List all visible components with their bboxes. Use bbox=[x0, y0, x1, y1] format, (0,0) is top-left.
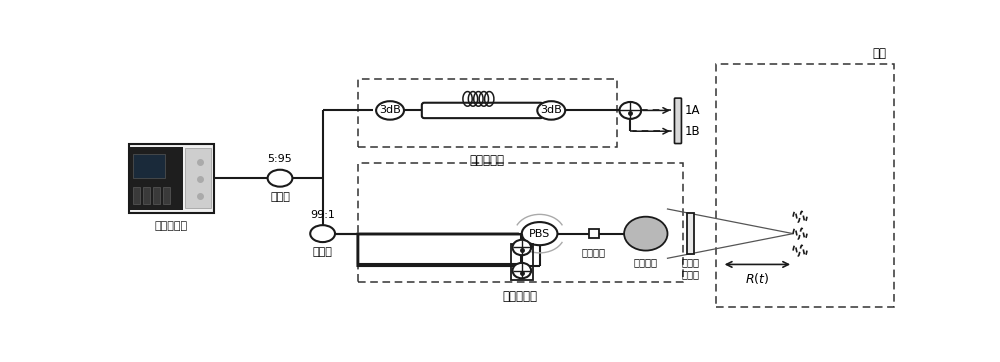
Bar bbox=[716, 64, 894, 307]
Text: 四分之
一波片: 四分之 一波片 bbox=[681, 257, 699, 279]
Text: 光纤端面: 光纤端面 bbox=[582, 247, 606, 257]
Ellipse shape bbox=[537, 101, 565, 120]
Bar bbox=[153, 187, 160, 203]
Ellipse shape bbox=[268, 170, 292, 187]
Text: 测量干涉仪: 测量干涉仪 bbox=[503, 290, 538, 303]
FancyBboxPatch shape bbox=[358, 235, 521, 265]
Ellipse shape bbox=[512, 240, 531, 255]
Bar bbox=[129, 144, 214, 213]
Text: 1A: 1A bbox=[685, 104, 700, 117]
Bar bbox=[358, 163, 683, 282]
Bar bbox=[130, 147, 183, 210]
Ellipse shape bbox=[619, 102, 641, 119]
FancyBboxPatch shape bbox=[674, 98, 681, 144]
Text: 目标: 目标 bbox=[872, 47, 886, 60]
Text: 3dB: 3dB bbox=[540, 105, 562, 115]
Bar bbox=[133, 187, 140, 203]
FancyBboxPatch shape bbox=[358, 233, 518, 266]
Ellipse shape bbox=[310, 225, 335, 242]
Text: PBS: PBS bbox=[529, 229, 550, 239]
Ellipse shape bbox=[512, 263, 531, 278]
Text: 3dB: 3dB bbox=[379, 105, 401, 115]
Bar bbox=[185, 148, 211, 208]
Text: $R(t)$: $R(t)$ bbox=[745, 270, 770, 286]
Text: 分离器: 分离器 bbox=[270, 192, 290, 202]
Bar bbox=[143, 187, 150, 203]
Bar bbox=[163, 187, 170, 203]
Bar bbox=[358, 79, 617, 147]
Ellipse shape bbox=[522, 222, 557, 245]
Bar bbox=[133, 153, 165, 178]
Text: 1B: 1B bbox=[685, 125, 700, 138]
Text: 99:1: 99:1 bbox=[310, 210, 335, 220]
Text: 分离器: 分离器 bbox=[313, 248, 333, 257]
Ellipse shape bbox=[624, 217, 668, 251]
Text: 聚焦系统: 聚焦系统 bbox=[634, 257, 658, 267]
FancyBboxPatch shape bbox=[422, 103, 543, 118]
Text: 5:95: 5:95 bbox=[268, 154, 292, 164]
Text: 辅助干涉仪: 辅助干涉仪 bbox=[470, 154, 505, 167]
Bar bbox=[511, 244, 533, 280]
Bar bbox=[589, 229, 599, 238]
Ellipse shape bbox=[376, 101, 404, 120]
Bar bbox=[687, 213, 694, 254]
Text: 外腔激光器: 外腔激光器 bbox=[155, 220, 188, 231]
